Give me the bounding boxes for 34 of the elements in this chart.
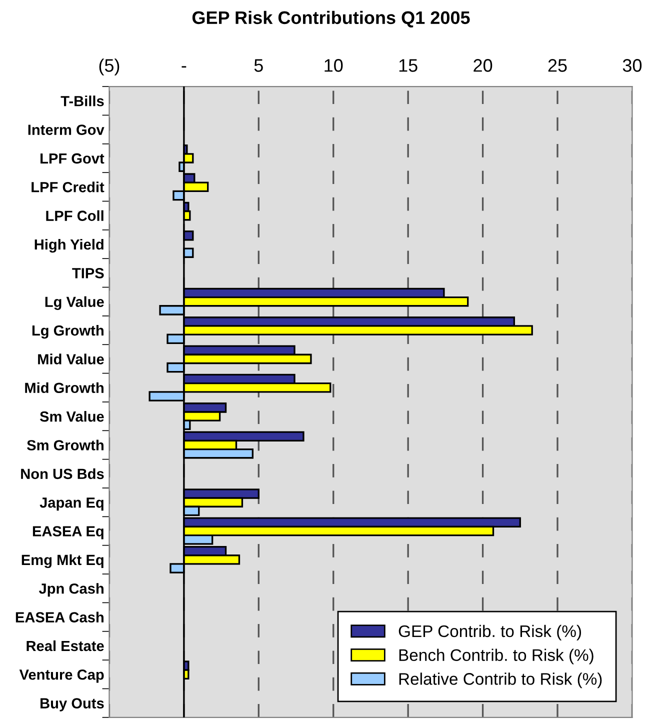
y-tick-label: Sm Growth: [27, 440, 104, 450]
x-tick-label: 10: [324, 59, 343, 72]
x-tick-label: -: [182, 66, 186, 68]
y-tick-label: Lg Value: [45, 296, 104, 310]
x-tick-label: 5: [254, 59, 263, 72]
y-tick-label: Sm Value: [40, 411, 104, 422]
y-tick-label: Buy Outs: [40, 698, 104, 712]
y-tick-label: T-Bills: [60, 96, 104, 106]
legend-label: Bench Contrib. to Risk (%): [399, 648, 594, 664]
y-tick-label: Interm Gov: [28, 124, 104, 135]
y-tick-label: LPF Coll: [46, 210, 104, 221]
y-tick-label: Non US Bds: [21, 468, 104, 480]
y-tick-label: Mid Value: [38, 354, 104, 364]
x-tick-label: (5): [99, 58, 120, 76]
x-tick-label: 25: [548, 59, 567, 72]
x-tick-label: 20: [474, 59, 492, 72]
y-tick-label: Emg Mkt Eq: [22, 554, 104, 568]
y-tick-label: LPF Credit: [32, 182, 104, 192]
y-tick-label: High Yield: [34, 238, 104, 253]
y-tick-label: EASEA Eq: [32, 526, 104, 540]
y-tick-label: Real Estate: [26, 640, 104, 652]
y-tick-label: LPF Govt: [40, 153, 104, 164]
y-tick-label: EASEA Cash: [16, 612, 104, 622]
x-tick-label: 30: [622, 59, 642, 72]
chart-title: GEP Risk Contributions Q1 2005: [192, 10, 470, 28]
y-tick-label: Mid Growth: [25, 382, 104, 394]
legend-label: Relative Contrib to Risk (%): [399, 672, 602, 688]
x-tick-label: 15: [399, 59, 418, 72]
y-tick-label: TIPS: [72, 268, 104, 278]
y-tick-label: Lg Growth: [32, 324, 104, 339]
y-tick-label: Jpn Cash: [38, 583, 104, 597]
legend-label: GEP Contrib. to Risk (%): [398, 624, 581, 640]
y-tick-label: Japan Eq: [40, 498, 104, 511]
y-tick-label: Venture Cap: [19, 669, 104, 683]
